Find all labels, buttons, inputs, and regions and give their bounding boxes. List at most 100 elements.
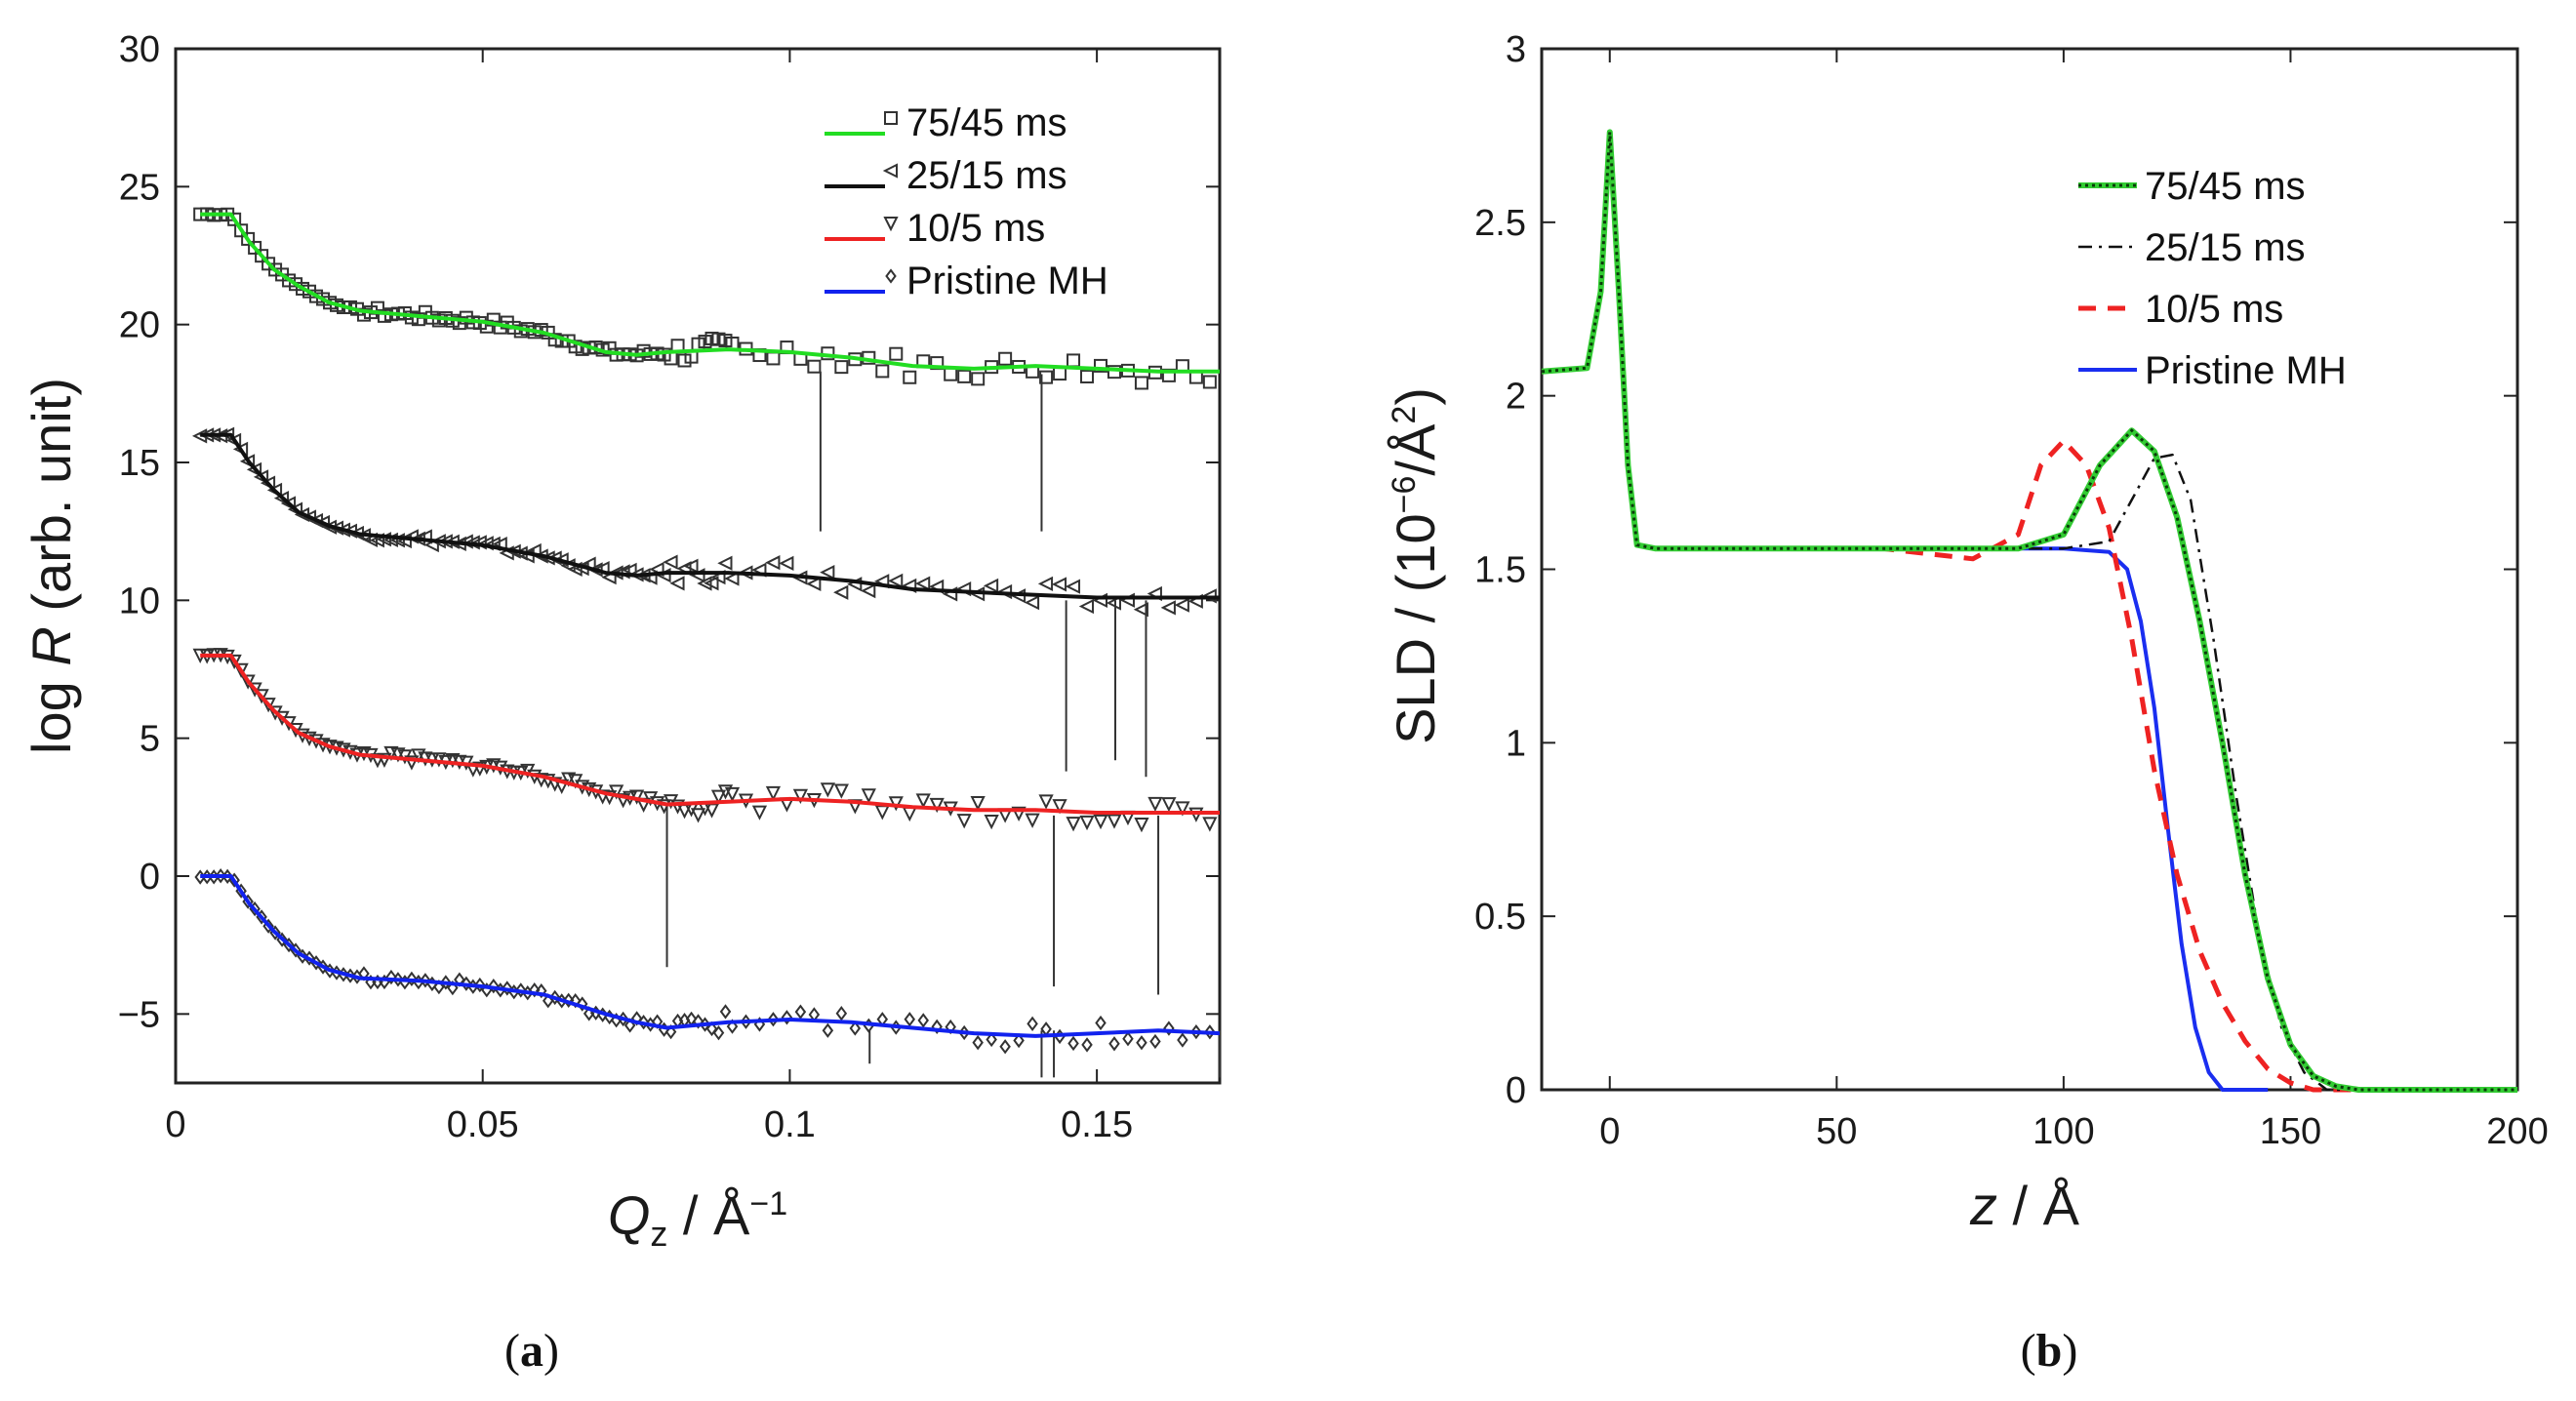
data-point	[1174, 597, 1189, 613]
series-2	[192, 648, 1220, 995]
data-point	[999, 1039, 1011, 1055]
data-point	[724, 786, 741, 803]
data-point	[944, 367, 958, 381]
data-point	[794, 1004, 807, 1020]
data-point	[1202, 375, 1217, 389]
data-point	[219, 426, 235, 442]
plot-frame-b	[1540, 47, 2519, 1092]
y-tick-label: 2.5	[1474, 203, 1526, 244]
data-point	[472, 761, 488, 777]
data-point	[377, 752, 392, 768]
data-point	[1053, 367, 1067, 381]
data-point	[502, 981, 513, 996]
data-point	[624, 1018, 636, 1033]
data-point	[474, 977, 486, 993]
series-line	[1541, 129, 2517, 1093]
data-point	[883, 217, 899, 232]
data-point	[765, 555, 781, 571]
data-point	[1013, 1032, 1025, 1049]
data-point	[1107, 814, 1122, 829]
data-point	[616, 793, 631, 809]
x-tick-label: 0	[165, 1104, 185, 1145]
data-point	[779, 555, 794, 571]
data-point	[998, 351, 1013, 366]
data-point	[1160, 600, 1176, 616]
data-point	[669, 799, 686, 815]
data-point	[882, 163, 898, 179]
y-tick-label: 15	[119, 443, 160, 484]
y-tick-label: 0	[140, 857, 160, 898]
data-point	[1190, 1023, 1202, 1040]
panel-caption-b: (b)	[2021, 1325, 2078, 1377]
data-point	[562, 992, 575, 1008]
data-point	[1108, 1036, 1120, 1052]
data-point	[1161, 797, 1177, 813]
y-tick-label: 10	[119, 580, 160, 621]
data-point	[587, 562, 603, 578]
data-point	[385, 969, 397, 985]
series-line	[1541, 131, 2517, 1092]
data-point	[1024, 594, 1040, 611]
data-point	[287, 501, 303, 517]
data-point	[726, 1019, 739, 1034]
data-point	[535, 982, 547, 999]
data-point	[488, 979, 500, 994]
data-point	[874, 805, 890, 821]
legend-label: 75/45 ms	[2145, 165, 2306, 208]
data-point	[461, 976, 472, 991]
legend-label: Pristine MH	[2145, 349, 2347, 392]
data-point	[233, 662, 249, 679]
y-tick-label: 0.5	[1474, 897, 1526, 938]
data-point	[1175, 801, 1190, 817]
data-point	[834, 360, 849, 375]
data-point	[215, 868, 226, 884]
data-point	[710, 789, 727, 805]
data-point	[1147, 796, 1163, 813]
data-point	[875, 364, 890, 379]
series-3	[194, 868, 1221, 1078]
data-point	[1134, 376, 1148, 390]
y-tick-label: 2	[1506, 377, 1526, 418]
fit-line	[200, 653, 1220, 815]
data-point	[433, 979, 445, 995]
y-tick-label: 1	[1506, 723, 1526, 764]
data-point	[1026, 1016, 1038, 1031]
data-point	[1051, 577, 1067, 592]
y-axis-label-b: SLD / (10−6/Å2)	[1385, 387, 1446, 744]
data-point	[1039, 370, 1054, 384]
data-point	[1149, 1033, 1161, 1050]
data-point	[719, 1004, 732, 1020]
data-point	[820, 782, 835, 798]
data-point	[861, 582, 876, 599]
data-point	[833, 584, 849, 600]
data-point	[1136, 1035, 1147, 1051]
legend-label: Pristine MH	[906, 260, 1108, 302]
data-point	[884, 111, 898, 125]
data-point	[515, 982, 527, 998]
panel-a: 0 0.05 0.1 0.15 −5 0 5 10 15 20 25 30 75/45 ms 25/15…	[20, 29, 1222, 1377]
series-line-underlay	[1541, 129, 2517, 1093]
data-point	[1078, 598, 1095, 615]
x-tick-label: 0.15	[1061, 1104, 1133, 1145]
data-point	[1065, 579, 1081, 594]
data-point	[1093, 814, 1108, 830]
data-point	[314, 514, 331, 531]
series-line	[1541, 132, 2517, 1092]
legend-label: 25/15 ms	[2145, 226, 2306, 269]
data-point	[970, 795, 986, 812]
data-point	[1081, 1037, 1093, 1053]
data-point	[888, 796, 904, 812]
data-point	[528, 982, 541, 998]
data-point	[956, 814, 972, 829]
fit-line	[200, 212, 1220, 374]
data-point	[724, 571, 740, 586]
x-axis-label-a: Qz / Å−1	[608, 1184, 787, 1254]
x-tick-label: 0	[1599, 1111, 1620, 1152]
data-point	[1040, 1021, 1052, 1037]
data-point	[833, 783, 849, 799]
data-point	[406, 971, 418, 987]
data-point	[704, 576, 719, 591]
data-point	[889, 346, 904, 361]
data-point	[576, 996, 588, 1012]
